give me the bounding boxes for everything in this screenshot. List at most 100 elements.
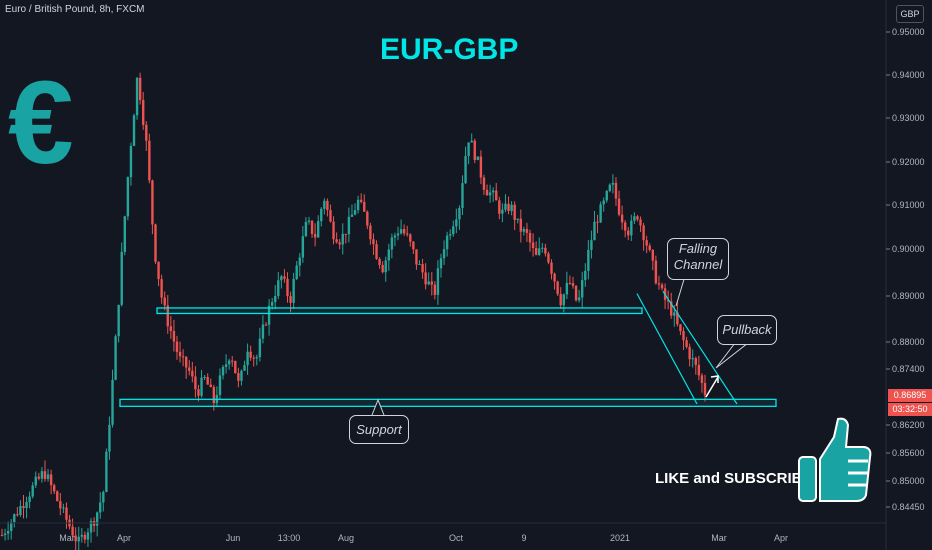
- candle: [531, 242, 535, 248]
- candle: [464, 156, 467, 184]
- symbol-label: Euro / British Pound, 8h, FXCM: [5, 4, 145, 15]
- candle: [470, 140, 473, 143]
- candle: [427, 281, 430, 285]
- candle: [657, 283, 661, 285]
- currency-badge[interactable]: GBP: [896, 5, 924, 23]
- candle: [390, 237, 394, 250]
- candle: [458, 208, 461, 220]
- candle: [80, 534, 84, 537]
- candle: [452, 226, 455, 235]
- candle: [673, 312, 676, 316]
- candle: [160, 279, 163, 298]
- candle: [227, 360, 231, 365]
- candle: [270, 301, 274, 306]
- candle: [277, 280, 280, 296]
- candle: [406, 233, 409, 235]
- candle: [568, 282, 572, 284]
- candle: [25, 501, 28, 509]
- candle: [218, 375, 222, 396]
- candle: [421, 264, 424, 273]
- candle: [224, 364, 228, 367]
- candle: [169, 326, 173, 332]
- candle: [295, 265, 298, 279]
- candle: [71, 526, 74, 536]
- candle: [123, 216, 126, 252]
- candle: [56, 491, 59, 502]
- candle: [375, 244, 378, 259]
- candle: [666, 299, 670, 302]
- callout-pullback: Pullback: [717, 315, 777, 345]
- candle: [682, 331, 685, 341]
- candle: [590, 240, 593, 250]
- candle: [528, 232, 532, 243]
- candle: [565, 282, 569, 295]
- candle: [313, 233, 317, 238]
- candle: [13, 514, 16, 523]
- candle: [449, 234, 452, 236]
- candle: [135, 77, 139, 116]
- candle: [642, 225, 645, 241]
- candle: [261, 324, 265, 339]
- candle: [108, 424, 111, 452]
- candle: [347, 216, 351, 235]
- thumbs-up-icon: [798, 417, 872, 502]
- candle: [495, 190, 498, 201]
- candle: [3, 533, 7, 536]
- y-tick-label: 0.93000: [892, 113, 925, 123]
- candle: [504, 203, 507, 210]
- like-subscribe-text: LIKE and SUBSCRIBE: [655, 470, 813, 487]
- candle: [544, 247, 547, 254]
- candle: [694, 358, 697, 365]
- candle: [304, 221, 308, 237]
- candle: [344, 233, 348, 235]
- candle: [10, 522, 13, 532]
- candle: [660, 284, 664, 289]
- candle: [255, 357, 258, 359]
- candle: [442, 249, 446, 259]
- candle: [172, 331, 176, 342]
- candle: [685, 340, 688, 347]
- candle: [341, 233, 344, 245]
- candle: [6, 531, 10, 534]
- candle: [670, 301, 673, 316]
- callout-falling-channel: Falling Channel: [667, 238, 729, 280]
- candle: [633, 216, 636, 221]
- candle: [34, 476, 37, 486]
- callout-pointer-support: [371, 398, 385, 416]
- callout-pointer-pullback: [715, 342, 749, 369]
- candle: [418, 264, 421, 266]
- candle: [175, 341, 179, 352]
- x-tick-label: Apr: [774, 533, 788, 543]
- y-tick-label: 0.87400: [892, 364, 925, 374]
- candle: [620, 214, 624, 223]
- candle: [200, 377, 203, 396]
- candle: [151, 180, 154, 225]
- candle: [516, 218, 519, 220]
- candle: [31, 485, 34, 497]
- channel-line-lower: [636, 293, 698, 405]
- candle: [301, 236, 305, 258]
- candle: [292, 278, 295, 303]
- candle: [338, 242, 341, 245]
- candle: [129, 145, 133, 178]
- candle: [194, 376, 197, 390]
- candle: [473, 140, 476, 160]
- candle: [623, 222, 627, 231]
- candle: [556, 281, 559, 295]
- y-tick-label: 0.92000: [892, 157, 925, 167]
- candle: [654, 260, 658, 284]
- candle: [353, 210, 357, 215]
- candle: [62, 507, 65, 509]
- candle: [366, 211, 369, 226]
- zones: [119, 275, 777, 416]
- candle: [369, 225, 372, 240]
- candle: [286, 278, 289, 297]
- candle: [264, 324, 268, 326]
- candle: [697, 364, 701, 376]
- candle: [700, 375, 704, 383]
- candle: [402, 229, 406, 234]
- candle: [99, 502, 102, 513]
- candle: [636, 216, 639, 220]
